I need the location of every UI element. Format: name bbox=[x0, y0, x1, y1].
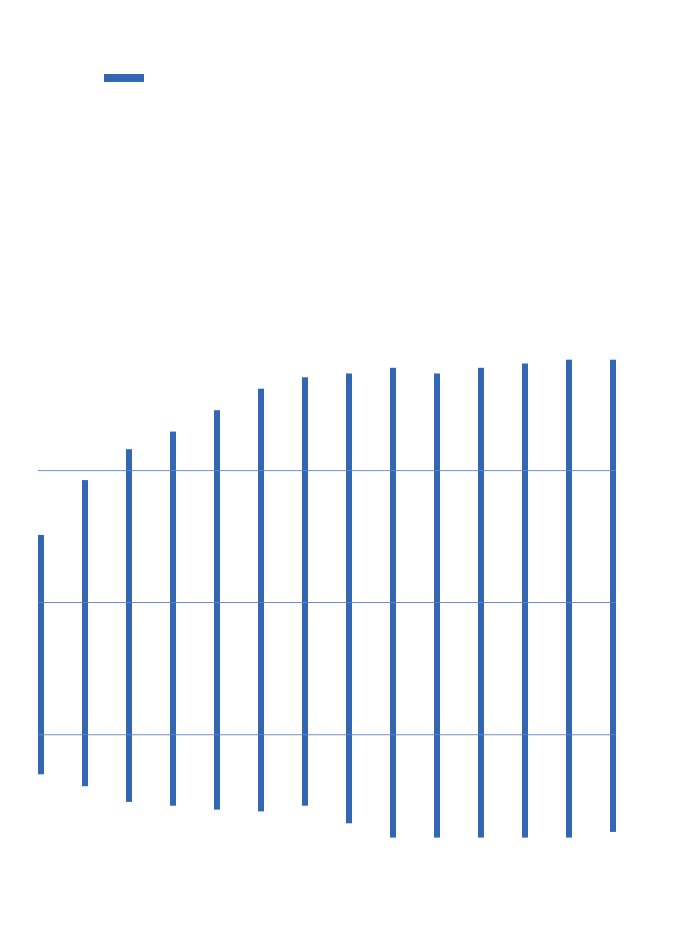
bar-10 bbox=[434, 373, 440, 838]
bar-8 bbox=[346, 373, 352, 824]
legend-swatch bbox=[104, 74, 144, 82]
bar-14 bbox=[610, 359, 616, 832]
bar-12 bbox=[522, 363, 528, 838]
bar-6 bbox=[258, 388, 264, 812]
bar-2 bbox=[82, 480, 88, 787]
legend bbox=[104, 74, 144, 82]
gridlines bbox=[38, 470, 616, 736]
bar-3 bbox=[126, 449, 132, 802]
bars bbox=[38, 359, 616, 838]
bar-7 bbox=[302, 377, 308, 806]
bar-4 bbox=[170, 431, 176, 806]
bar-5 bbox=[214, 410, 220, 810]
bar-13 bbox=[566, 359, 572, 838]
bar-1 bbox=[38, 534, 44, 775]
